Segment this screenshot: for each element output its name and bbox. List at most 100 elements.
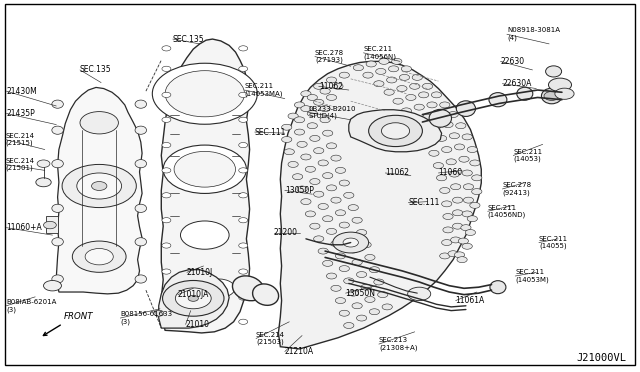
Circle shape <box>239 117 248 122</box>
Circle shape <box>436 175 447 181</box>
Circle shape <box>320 106 330 112</box>
Circle shape <box>331 285 341 291</box>
Circle shape <box>310 135 320 141</box>
Circle shape <box>44 221 56 229</box>
Text: SEC.214
(21501): SEC.214 (21501) <box>5 158 34 171</box>
Circle shape <box>429 150 439 156</box>
Circle shape <box>77 173 122 199</box>
Circle shape <box>462 243 472 249</box>
Circle shape <box>318 160 328 166</box>
Ellipse shape <box>135 238 147 246</box>
Circle shape <box>320 117 330 123</box>
Circle shape <box>162 66 171 71</box>
Circle shape <box>422 83 433 89</box>
Text: 21200: 21200 <box>274 228 298 237</box>
Polygon shape <box>161 39 250 333</box>
Circle shape <box>239 243 248 248</box>
Text: SEC.211
(14053M): SEC.211 (14053M) <box>515 269 549 283</box>
Text: N08918-3081A
(4): N08918-3081A (4) <box>507 28 560 41</box>
Circle shape <box>339 72 349 78</box>
Ellipse shape <box>541 88 562 104</box>
Circle shape <box>451 237 461 243</box>
Ellipse shape <box>52 238 63 246</box>
Circle shape <box>470 202 480 208</box>
Polygon shape <box>278 61 481 349</box>
Text: 11060+A: 11060+A <box>6 223 42 232</box>
Circle shape <box>472 175 482 181</box>
Circle shape <box>393 98 403 104</box>
Circle shape <box>352 259 362 265</box>
Circle shape <box>339 180 349 186</box>
Circle shape <box>162 295 171 300</box>
Circle shape <box>462 170 472 176</box>
Circle shape <box>36 178 51 187</box>
Circle shape <box>301 154 311 160</box>
Circle shape <box>374 81 384 87</box>
Circle shape <box>239 66 248 71</box>
Text: 21010JA: 21010JA <box>178 290 209 299</box>
Circle shape <box>294 102 305 108</box>
Text: SEC.214
(21503): SEC.214 (21503) <box>256 332 285 345</box>
Circle shape <box>162 269 171 274</box>
Circle shape <box>452 197 463 203</box>
Circle shape <box>162 92 171 97</box>
Circle shape <box>419 92 429 98</box>
Text: FRONT: FRONT <box>64 312 93 321</box>
Text: 0B233-B2010
STUD(4): 0B233-B2010 STUD(4) <box>308 106 356 119</box>
Ellipse shape <box>232 276 264 301</box>
Circle shape <box>344 323 354 328</box>
Circle shape <box>282 137 292 142</box>
Circle shape <box>343 238 358 247</box>
Circle shape <box>326 228 337 234</box>
Circle shape <box>314 191 324 197</box>
Circle shape <box>175 288 211 309</box>
Circle shape <box>443 214 453 219</box>
Circle shape <box>388 66 399 72</box>
Circle shape <box>448 251 458 257</box>
Circle shape <box>392 58 402 64</box>
Circle shape <box>239 92 248 97</box>
Polygon shape <box>159 270 229 328</box>
Circle shape <box>457 257 467 263</box>
Circle shape <box>348 205 358 211</box>
Circle shape <box>339 266 349 272</box>
Circle shape <box>162 193 171 198</box>
Circle shape <box>331 197 341 203</box>
Circle shape <box>406 94 416 100</box>
Circle shape <box>162 218 171 223</box>
Ellipse shape <box>52 275 63 283</box>
Circle shape <box>446 159 456 165</box>
Circle shape <box>555 88 574 99</box>
Circle shape <box>443 227 453 233</box>
Circle shape <box>374 279 384 285</box>
Circle shape <box>305 211 316 217</box>
Circle shape <box>162 117 171 122</box>
Circle shape <box>314 148 324 154</box>
Circle shape <box>239 142 248 148</box>
Circle shape <box>348 290 358 296</box>
Text: B08IAB-6201A
(3): B08IAB-6201A (3) <box>6 299 57 312</box>
Circle shape <box>381 123 410 139</box>
Circle shape <box>472 189 482 195</box>
Text: 11062: 11062 <box>319 82 343 91</box>
Circle shape <box>323 173 333 179</box>
Ellipse shape <box>52 126 63 134</box>
Circle shape <box>352 303 362 309</box>
Circle shape <box>175 270 216 294</box>
Ellipse shape <box>517 87 532 100</box>
Circle shape <box>239 168 248 173</box>
Circle shape <box>408 287 431 301</box>
Circle shape <box>449 171 460 177</box>
Circle shape <box>353 65 364 71</box>
Circle shape <box>456 123 466 129</box>
Circle shape <box>307 110 317 116</box>
Circle shape <box>239 269 248 274</box>
Circle shape <box>465 230 476 235</box>
Circle shape <box>314 83 324 89</box>
Circle shape <box>431 92 442 98</box>
Text: SEC.278
(92413): SEC.278 (92413) <box>502 182 532 196</box>
Text: 22630A: 22630A <box>502 79 532 88</box>
Ellipse shape <box>52 204 63 212</box>
Circle shape <box>387 77 397 83</box>
Circle shape <box>422 114 433 120</box>
